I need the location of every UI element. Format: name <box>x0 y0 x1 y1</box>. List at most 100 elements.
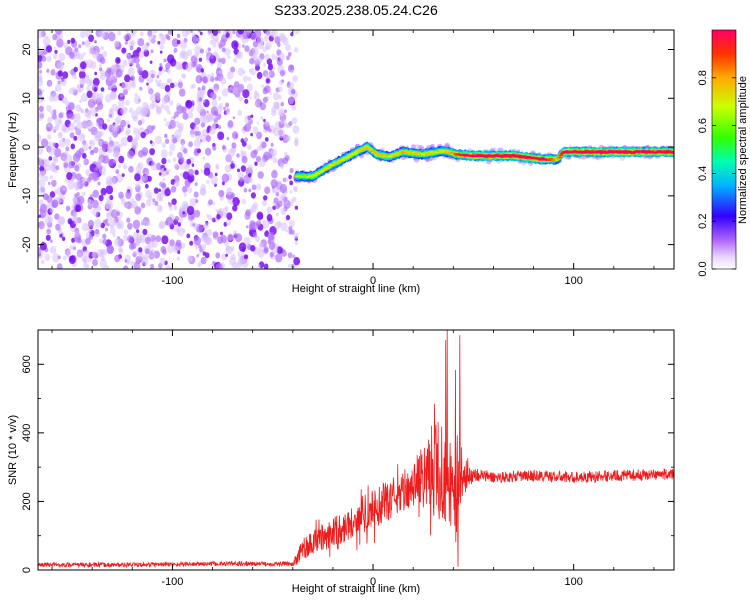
noise-blob <box>204 230 208 234</box>
noise-blob <box>145 248 150 255</box>
noise-blob <box>89 149 95 156</box>
noise-blob <box>67 39 71 45</box>
noise-blob <box>213 87 219 94</box>
noise-blob <box>92 92 96 96</box>
noise-blob <box>73 119 77 124</box>
noise-blob <box>187 111 194 119</box>
noise-blob <box>64 150 68 156</box>
noise-blob <box>46 68 50 73</box>
noise-blob <box>277 58 283 66</box>
noise-blob <box>237 109 243 116</box>
noise-blob <box>58 112 64 119</box>
noise-blob <box>80 109 85 114</box>
noise-blob <box>98 30 106 38</box>
noise-blob <box>143 254 149 261</box>
noise-blob <box>160 38 166 45</box>
noise-blob <box>162 177 166 182</box>
noise-blob <box>77 87 82 93</box>
noise-blob <box>57 217 65 226</box>
noise-blob <box>217 131 225 140</box>
noise-blob <box>89 107 97 117</box>
noise-blob <box>250 114 254 119</box>
noise-blob <box>114 254 121 263</box>
noise-blob <box>92 251 99 259</box>
noise-blob <box>137 252 145 261</box>
noise-blob <box>137 67 143 75</box>
noise-blob <box>193 191 199 198</box>
noise-blob <box>201 129 208 137</box>
ridge-cell <box>331 163 336 166</box>
colorbar-tick-label: 0.0 <box>697 261 709 276</box>
noise-blob <box>138 150 145 158</box>
noise-blob <box>216 62 222 69</box>
noise-blob <box>177 227 185 237</box>
noise-blob <box>232 204 238 212</box>
noise-blob <box>254 235 261 243</box>
noise-blob <box>102 238 108 245</box>
noise-blob <box>95 122 100 127</box>
noise-blob <box>117 216 122 221</box>
snr-series-line <box>38 330 674 569</box>
noise-blob <box>278 129 286 139</box>
noise-blob <box>106 245 114 254</box>
noise-blob <box>232 86 239 95</box>
noise-blob <box>145 199 152 207</box>
noise-blob <box>63 42 69 49</box>
noise-blob <box>177 222 181 227</box>
noise-blob <box>128 165 134 173</box>
noise-blob <box>126 217 131 223</box>
noise-blob <box>261 141 267 149</box>
noise-blob <box>261 219 270 229</box>
noise-blob <box>160 103 165 110</box>
noise-blob <box>226 187 233 196</box>
noise-blob <box>193 236 201 246</box>
noise-blob <box>287 252 293 259</box>
noise-blob <box>58 53 66 62</box>
noise-blob <box>152 200 156 206</box>
noise-blob <box>281 79 285 83</box>
noise-blob <box>241 150 247 158</box>
noise-blob <box>198 252 201 256</box>
noise-blob <box>146 78 150 82</box>
noise-blob <box>98 165 106 175</box>
noise-blob <box>153 187 159 194</box>
noise-blob <box>38 54 43 63</box>
noise-blob <box>243 236 251 246</box>
noise-blob <box>169 206 173 211</box>
noise-blob <box>163 118 167 122</box>
ridge-halo <box>411 144 416 150</box>
noise-blob <box>62 156 66 161</box>
noise-blob <box>144 104 150 113</box>
noise-blob <box>186 158 192 165</box>
noise-blob <box>280 165 284 170</box>
noise-blob <box>290 201 294 207</box>
noise-blob <box>208 199 213 206</box>
noise-blob <box>105 185 114 195</box>
noise-blob <box>150 263 155 269</box>
noise-blob <box>225 102 230 108</box>
noise-blob <box>59 234 63 238</box>
noise-blob <box>244 98 249 104</box>
noise-blob <box>262 87 268 95</box>
noise-blob <box>249 57 255 65</box>
noise-blob <box>205 135 212 143</box>
noise-blob <box>84 160 87 164</box>
noise-blob <box>288 121 293 127</box>
noise-blob <box>127 235 134 244</box>
noise-blob <box>200 122 206 128</box>
noise-blob <box>118 155 125 164</box>
noise-blob <box>173 205 178 211</box>
noise-blob <box>39 165 45 172</box>
noise-blob <box>268 91 272 96</box>
noise-blob <box>279 183 288 194</box>
noise-blob <box>183 192 187 197</box>
noise-blob <box>160 245 167 254</box>
noise-blob <box>174 215 179 222</box>
noise-blob <box>91 95 96 102</box>
noise-blob <box>181 142 185 147</box>
noise-blob <box>158 172 162 176</box>
noise-blob <box>149 103 155 110</box>
noise-blob <box>102 249 108 256</box>
noise-blob <box>182 73 187 80</box>
noise-blob <box>71 86 77 93</box>
